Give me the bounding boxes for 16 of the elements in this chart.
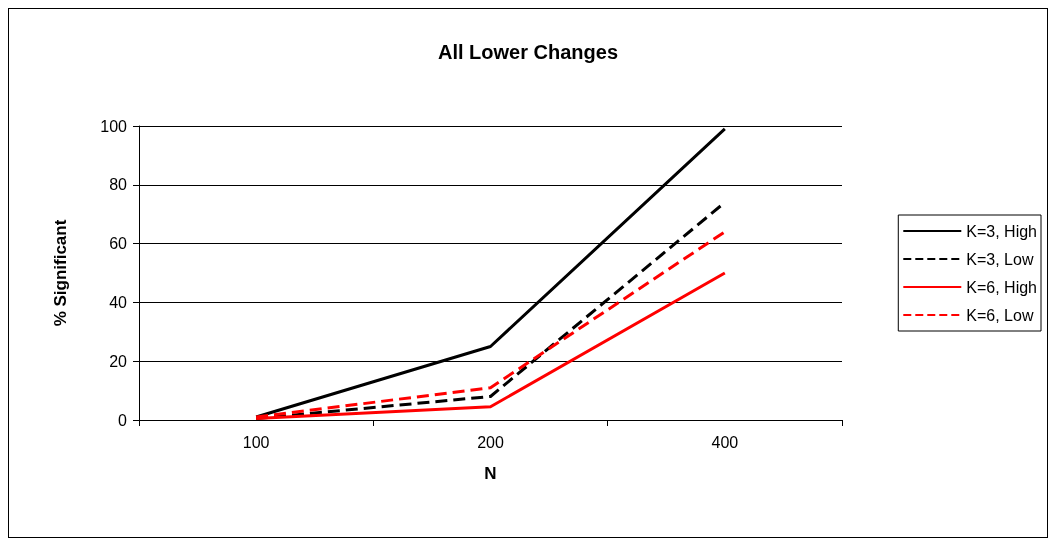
x-tick-label: 200	[477, 433, 504, 451]
y-tick-label: 100	[100, 117, 128, 135]
y-tick-label: 60	[109, 235, 128, 253]
y-tick-label: 80	[109, 176, 128, 194]
x-axis-title: N	[484, 464, 497, 483]
y-tick-label: 40	[109, 293, 128, 311]
y-axis-title: % Significant	[51, 219, 70, 327]
legend-label: K=3, Low	[966, 250, 1034, 268]
y-tick-label: 0	[118, 411, 128, 429]
legend-label: K=6, High	[966, 278, 1038, 296]
chart-title: All Lower Changes	[437, 41, 619, 63]
legend-label: K=6, Low	[966, 306, 1034, 324]
x-tick-label: 100	[242, 433, 270, 451]
x-tick-label: 400	[711, 433, 739, 451]
legend-label: K=3, High	[966, 222, 1038, 240]
y-tick-label: 20	[109, 352, 128, 370]
